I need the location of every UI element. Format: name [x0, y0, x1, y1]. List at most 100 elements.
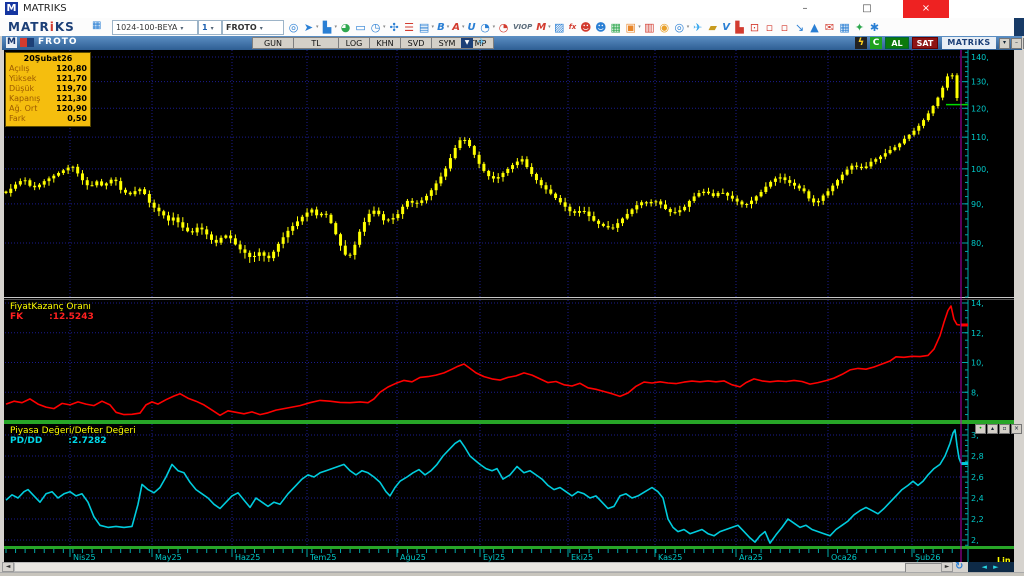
documents-icon[interactable]: ▥ — [644, 20, 655, 34]
chevron-down-icon[interactable]: ▾ — [638, 24, 641, 30]
profile-select[interactable]: 1024-100-BEYA ▾ — [112, 20, 198, 35]
symbol-select[interactable]: FROTO ▾ — [222, 20, 284, 35]
mail-icon[interactable]: ✉ — [824, 20, 835, 34]
chart-mode-button-gun[interactable]: GUN — [252, 37, 294, 49]
pb-restore-button[interactable]: ▫ — [999, 424, 1010, 434]
export-chart-icon[interactable]: ▙ — [735, 20, 744, 34]
twitter-icon[interactable]: ✈ — [693, 20, 703, 34]
currency-icon[interactable]: ◉ — [659, 20, 670, 34]
world2-icon[interactable]: ◔ — [498, 20, 509, 34]
svg-text:100,: 100, — [971, 165, 989, 174]
info-row: Fark 0,50 — [9, 114, 87, 123]
chart-mode-button-svd[interactable]: SVD — [401, 37, 432, 49]
chevron-down-icon[interactable]: ▾ — [686, 24, 690, 30]
chart-dropdown-button[interactable]: ▼ — [461, 38, 473, 48]
horizontal-scrollbar[interactable]: ◄ ► ↻ ◄ ► — [0, 561, 1024, 573]
viop-v-icon[interactable]: V — [722, 21, 731, 33]
svg-text:Ağu25: Ağu25 — [400, 553, 426, 562]
news-icon[interactable]: ▤ — [418, 20, 430, 34]
clock-icon[interactable]: ◷ — [370, 20, 381, 34]
panel-min-button[interactable]: – — [1011, 38, 1022, 49]
chart-titlebar[interactable]: M FROTO GUN TL LOG KHN SVD SYM TMP ▼ ✈ ϟ C AL … — [2, 36, 1024, 50]
pb-active-dot[interactable]: • — [975, 424, 986, 434]
chevron-down-icon[interactable]: ▾ — [461, 24, 465, 30]
portfolio-icon[interactable]: ▣ — [625, 20, 636, 34]
chart-mode-button-sym[interactable]: SYM — [432, 37, 463, 49]
calculator-icon[interactable]: ▦ — [839, 20, 850, 34]
pb-close-button[interactable]: × — [1011, 424, 1022, 434]
app-icon: M — [5, 2, 18, 15]
svg-text:12,: 12, — [971, 329, 984, 338]
matriks-m-icon[interactable]: M — [536, 21, 547, 33]
send-arrow-icon[interactable]: ↘ — [794, 20, 805, 34]
chart-toolbar-buttons: GUN TL LOG KHN SVD SYM TMP — [252, 37, 494, 49]
search2-icon[interactable]: ◎ — [674, 20, 685, 34]
chart-plot-area[interactable]: Nis25 May25 Haz25 Tem25 Ağu25 Eyl25 Eki25 Kas25… — [0, 50, 1024, 562]
layout-select[interactable]: 1 ▾ — [198, 20, 222, 35]
refresh-icon[interactable]: ↻ — [955, 561, 964, 572]
chevron-down-icon[interactable]: ▾ — [334, 24, 338, 30]
bist-icon[interactable]: B — [437, 21, 445, 33]
group-icon[interactable]: ☻ — [595, 20, 607, 34]
buy-button[interactable]: AL — [885, 37, 909, 49]
chevron-down-icon[interactable]: ▾ — [492, 24, 496, 30]
chart-type-icon[interactable]: ▙ — [322, 20, 332, 34]
analysis-icon[interactable]: A — [452, 21, 460, 33]
c-button[interactable]: C — [870, 37, 882, 49]
chevron-down-icon[interactable]: ▾ — [316, 24, 319, 30]
matriks-watermark: MATRiKS — [942, 37, 996, 49]
large-window-icon[interactable]: ▫ — [780, 20, 789, 34]
market-depth-icon[interactable]: ☰ — [404, 20, 414, 34]
chevron-down-icon[interactable]: ▾ — [431, 24, 435, 30]
chevron-down-icon[interactable]: ▾ — [548, 24, 551, 30]
chart-mode-button-log[interactable]: LOG — [339, 37, 370, 49]
svg-text:130,: 130, — [971, 78, 989, 87]
twitter-icon[interactable]: ✈ — [477, 37, 486, 48]
pb-up-button[interactable]: ▴ — [987, 424, 998, 434]
scrollbar-track[interactable] — [14, 562, 945, 573]
panel-dropdown-button[interactable]: ▾ — [999, 38, 1010, 49]
chart-mode-button-tl[interactable]: TL — [294, 37, 339, 49]
sell-button[interactable]: SAT — [912, 37, 938, 49]
matriks-mini-logo: M — [6, 37, 17, 48]
maximize-button[interactable]: □ — [862, 3, 872, 14]
save-icon[interactable]: ▦ — [92, 20, 102, 31]
zoom-icon[interactable]: ◎ — [288, 20, 299, 34]
taskbar-strip — [0, 572, 1024, 576]
person-icon[interactable]: ☻ — [580, 20, 592, 34]
scale-mode-label[interactable]: Lin — [997, 556, 1011, 565]
chart-mode-button-khn[interactable]: KHN — [370, 37, 401, 49]
alert-monitor-icon[interactable]: ⊡ — [749, 20, 760, 34]
chart-window: M FROTO GUN TL LOG KHN SVD SYM TMP ▼ ✈ ϟ C AL … — [0, 36, 1024, 573]
handshake-icon[interactable]: ✣ — [389, 20, 399, 34]
pie-chart-icon[interactable]: ◕ — [340, 20, 351, 34]
chart-window-icon[interactable]: ▨ — [553, 20, 565, 34]
chevron-down-icon[interactable]: ▾ — [446, 24, 450, 30]
formula-fx-icon[interactable]: fx — [568, 23, 577, 31]
chat-icon[interactable]: ✦ — [854, 20, 865, 34]
monitor-icon[interactable]: ▭ — [355, 20, 366, 34]
usd-icon[interactable]: U — [467, 21, 476, 33]
main-toolbar: MATRiKS ▦ 1024-100-BEYA ▾ 1 ▾ FROTO ▾ ◎ ➤ ▾ ▙ ▾… — [0, 18, 1024, 37]
info-date: 20Şubat26 — [23, 54, 73, 63]
small-window-icon[interactable]: ▫ — [765, 20, 774, 34]
info-row: Açılış 120,80 — [9, 64, 87, 73]
notes-icon[interactable]: ▰ — [708, 20, 718, 34]
crosshair-icon[interactable]: ➤ — [303, 20, 314, 34]
close-button[interactable]: × — [903, 0, 949, 18]
chevron-down-icon[interactable]: ▾ — [383, 24, 386, 30]
chevron-down-icon: ▾ — [180, 25, 184, 32]
window-border-right — [1014, 50, 1024, 562]
world-icon[interactable]: ◔ — [480, 20, 490, 34]
bar-nav-buttons[interactable]: ◄ ► — [968, 562, 1014, 572]
svg-text:2,: 2, — [971, 536, 979, 545]
scroll-right-button[interactable]: ► — [941, 562, 953, 572]
bell-icon[interactable]: ▲ — [810, 20, 819, 34]
settings-gear-icon[interactable]: ✱ — [869, 20, 880, 34]
minimize-button[interactable]: – — [802, 3, 808, 14]
scroll-left-button[interactable]: ◄ — [2, 562, 14, 572]
signal-list-icon[interactable]: ▦ — [610, 20, 621, 34]
fast-order-icon[interactable]: ϟ — [855, 37, 867, 49]
viop-icon[interactable]: VIOP — [513, 23, 533, 31]
